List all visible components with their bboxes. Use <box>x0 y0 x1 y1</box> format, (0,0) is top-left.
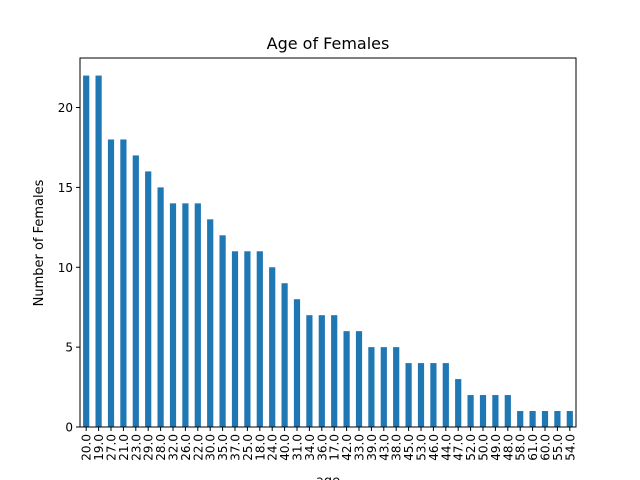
bar <box>492 395 499 427</box>
bar <box>194 203 201 427</box>
bar <box>269 267 276 427</box>
bar <box>479 395 487 427</box>
bar <box>343 331 350 427</box>
x-tick-label: 50.0 <box>477 434 491 461</box>
bar <box>541 411 549 427</box>
x-tick-label: 58.0 <box>514 434 528 461</box>
bar <box>219 235 226 427</box>
x-tick-label: 40.0 <box>278 434 292 461</box>
y-tick-label: 10 <box>58 261 73 275</box>
bar <box>517 411 524 427</box>
x-tick-label: 30.0 <box>204 434 218 461</box>
bars-group <box>83 75 573 427</box>
y-axis-label: Number of Females <box>32 179 47 306</box>
bar <box>417 363 425 427</box>
bar <box>157 187 164 427</box>
x-tick-label: 37.0 <box>229 434 243 461</box>
x-tick-label: 33.0 <box>353 434 367 461</box>
x-axis-label: age <box>316 474 340 480</box>
x-tick-label: 19.0 <box>92 434 106 461</box>
bar <box>504 395 511 427</box>
bar <box>256 251 263 427</box>
bar <box>120 139 127 427</box>
x-tick-label: 22.0 <box>191 434 205 461</box>
x-tick-label: 24.0 <box>266 434 280 461</box>
x-tick-label: 28.0 <box>154 434 168 461</box>
y-tick-label: 5 <box>65 341 73 355</box>
x-tick-label: 45.0 <box>402 434 416 461</box>
bar <box>281 283 288 427</box>
bar <box>293 299 301 427</box>
bar <box>331 315 338 427</box>
bar <box>318 315 325 427</box>
bar <box>306 315 313 427</box>
chart-title: Age of Females <box>267 34 390 53</box>
x-tick-label: 39.0 <box>365 434 379 461</box>
x-tick-label: 48.0 <box>501 434 515 461</box>
x-tick-label: 44.0 <box>439 434 453 461</box>
plot-frame <box>79 57 577 428</box>
bar <box>107 139 115 427</box>
x-tick-label: 25.0 <box>241 434 255 461</box>
bar <box>430 363 437 427</box>
bar <box>455 379 462 427</box>
x-tick-label: 35.0 <box>216 434 230 461</box>
x-tick-label: 46.0 <box>427 434 441 461</box>
x-tick-label: 55.0 <box>551 434 565 461</box>
bar <box>554 411 561 427</box>
y-tick-label: 20 <box>58 101 73 115</box>
x-tick-label: 18.0 <box>253 434 267 461</box>
x-tick-label: 36.0 <box>315 434 329 461</box>
y-tick-label: 15 <box>58 181 73 195</box>
bar <box>355 331 363 427</box>
x-axis-ticks: 20.019.027.021.023.029.028.032.026.022.0… <box>80 427 577 461</box>
bar <box>169 203 177 427</box>
x-tick-label: 29.0 <box>142 434 156 461</box>
x-tick-label: 32.0 <box>167 434 181 461</box>
y-axis-ticks: 0 5 10 15 20 <box>58 101 80 435</box>
bar <box>529 411 536 427</box>
x-tick-label: 31.0 <box>291 434 305 461</box>
bar <box>244 251 251 427</box>
bar <box>83 75 90 427</box>
x-tick-label: 53.0 <box>415 434 429 461</box>
bar <box>368 347 375 427</box>
x-tick-label: 27.0 <box>105 434 119 461</box>
x-tick-label: 43.0 <box>377 434 391 461</box>
bar <box>380 347 387 427</box>
bar <box>145 171 152 427</box>
y-tick-label: 0 <box>65 421 73 435</box>
x-tick-label: 20.0 <box>80 434 94 461</box>
x-tick-label: 38.0 <box>390 434 404 461</box>
x-tick-label: 42.0 <box>340 434 354 461</box>
bar <box>231 251 239 427</box>
bar <box>467 395 474 427</box>
bar <box>132 155 139 427</box>
x-tick-label: 34.0 <box>303 434 317 461</box>
x-tick-label: 52.0 <box>464 434 478 461</box>
bar <box>442 363 449 427</box>
bar <box>393 347 400 427</box>
bar <box>566 411 573 427</box>
bar <box>405 363 412 427</box>
x-tick-label: 26.0 <box>179 434 193 461</box>
x-tick-label: 49.0 <box>489 434 503 461</box>
x-tick-label: 61.0 <box>526 434 540 461</box>
x-tick-label: 60.0 <box>539 434 553 461</box>
bar <box>182 203 189 427</box>
x-tick-label: 21.0 <box>117 434 131 461</box>
bar <box>95 75 102 427</box>
bar <box>207 219 214 427</box>
x-tick-label: 47.0 <box>452 434 466 461</box>
x-tick-label: 54.0 <box>563 434 577 461</box>
x-tick-label: 23.0 <box>129 434 143 461</box>
x-tick-label: 17.0 <box>328 434 342 461</box>
